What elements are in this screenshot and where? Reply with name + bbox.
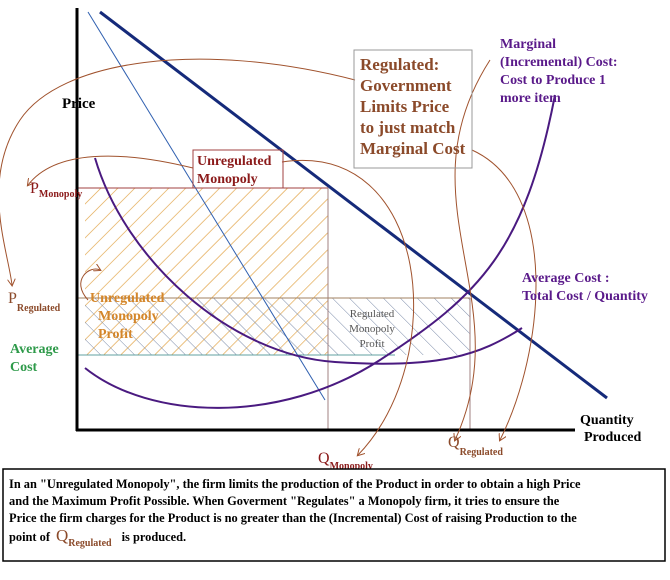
regulated-profit-label: Regulated Monopoly Profit bbox=[349, 308, 395, 350]
q-regulated-label: QRegulated bbox=[448, 434, 503, 458]
symbol: P bbox=[8, 290, 17, 307]
symbol: P bbox=[30, 180, 39, 197]
arrow bbox=[455, 59, 491, 440]
label-line: to just match bbox=[360, 118, 456, 137]
arrow bbox=[471, 149, 537, 440]
label-line: (Incremental) Cost: bbox=[500, 55, 618, 70]
label-line: Regulated: bbox=[360, 55, 439, 74]
marginal-cost-curve bbox=[84, 94, 556, 409]
caption-text: is produced. bbox=[122, 530, 187, 544]
caption-box bbox=[2, 468, 666, 562]
q-monopoly-label: QMonopoly bbox=[318, 450, 373, 472]
label-line: Average bbox=[10, 342, 59, 357]
caption-line: point of QRegulated is produced. bbox=[9, 526, 186, 549]
p-monopoly-label: PMonopoly bbox=[30, 180, 82, 200]
label-line: Government bbox=[360, 76, 452, 95]
demand-line bbox=[99, 10, 608, 400]
label-line: Total Cost / Quantity bbox=[522, 289, 648, 304]
subscript: Regulated bbox=[17, 303, 61, 314]
y-axis-label: Price bbox=[62, 96, 96, 112]
arrow bbox=[80, 269, 100, 301]
symbol: Q bbox=[56, 526, 68, 545]
label-line: Profit bbox=[359, 338, 384, 350]
symbol: Q bbox=[448, 434, 460, 451]
annotation-arrows bbox=[0, 58, 537, 455]
caption-line: Price the firm charges for the Product i… bbox=[9, 511, 577, 525]
subscript: Monopoly bbox=[39, 189, 82, 200]
caption: In an "Unregulated Monopoly", the firm l… bbox=[9, 477, 581, 549]
label-line: Cost to Produce 1 bbox=[500, 73, 606, 88]
label-line: Regulated bbox=[350, 308, 395, 320]
label-line: Monopoly bbox=[98, 309, 159, 324]
label-line: Cost bbox=[10, 360, 38, 375]
regulated-note-box bbox=[353, 49, 473, 169]
label-line: Monopoly bbox=[197, 172, 258, 187]
average-cost-note: Average Cost : Total Cost / Quantity bbox=[522, 271, 648, 304]
unregulated-monopoly-box bbox=[192, 149, 284, 189]
marginal-revenue-line bbox=[87, 11, 326, 401]
label-line: Marginal Cost bbox=[360, 139, 466, 158]
regulated-profit-area bbox=[85, 298, 470, 355]
caption-line: and the Maximum Profit Possible. When Go… bbox=[9, 494, 560, 508]
x-axis-label: Quantity bbox=[580, 413, 634, 428]
label-line: Monopoly bbox=[349, 323, 395, 335]
label-line: Profit bbox=[98, 327, 133, 342]
regulated-note: Regulated: Government Limits Price to ju… bbox=[360, 55, 466, 158]
label-line: Unregulated bbox=[197, 154, 272, 169]
x-axis-label: Produced bbox=[584, 430, 642, 445]
unregulated-monopoly-note: Unregulated Monopoly bbox=[197, 154, 272, 187]
symbol: Q bbox=[318, 450, 330, 467]
arrow bbox=[0, 58, 356, 285]
label-line: Marginal bbox=[500, 37, 556, 52]
arrow bbox=[28, 155, 194, 185]
label-line: more item bbox=[500, 91, 561, 106]
arrow bbox=[281, 159, 415, 455]
p-regulated-label: PRegulated bbox=[8, 290, 61, 314]
subscript: Regulated bbox=[68, 538, 112, 549]
label-line: Limits Price bbox=[360, 97, 450, 116]
average-cost-level-label: Average Cost bbox=[10, 342, 59, 375]
label-line: Unregulated bbox=[90, 291, 165, 306]
unregulated-profit-label: Unregulated Monopoly Profit bbox=[90, 291, 165, 342]
caption-text: point of bbox=[9, 530, 51, 544]
subscript: Monopoly bbox=[330, 461, 373, 472]
label-line: Average Cost : bbox=[522, 271, 610, 286]
subscript: Regulated bbox=[460, 447, 504, 458]
caption-line: In an "Unregulated Monopoly", the firm l… bbox=[9, 477, 581, 491]
marginal-cost-note: Marginal (Incremental) Cost: Cost to Pro… bbox=[500, 37, 618, 106]
